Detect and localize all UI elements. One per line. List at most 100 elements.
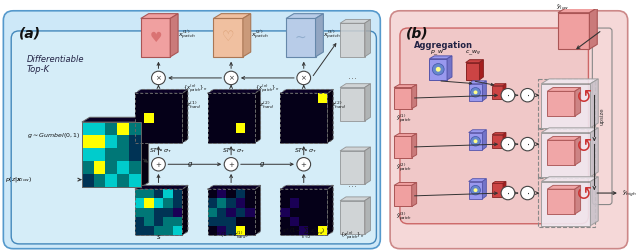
- Circle shape: [470, 136, 481, 146]
- Polygon shape: [82, 122, 141, 187]
- Polygon shape: [227, 208, 236, 217]
- Polygon shape: [163, 113, 173, 123]
- Polygon shape: [290, 226, 299, 235]
- Polygon shape: [154, 133, 163, 143]
- Polygon shape: [207, 93, 255, 143]
- Polygon shape: [468, 81, 486, 84]
- Polygon shape: [243, 14, 251, 57]
- Polygon shape: [213, 18, 243, 57]
- Polygon shape: [129, 174, 141, 187]
- Polygon shape: [318, 133, 327, 143]
- Polygon shape: [82, 135, 93, 148]
- Polygon shape: [394, 136, 412, 158]
- Polygon shape: [245, 226, 255, 235]
- Polygon shape: [492, 181, 506, 183]
- Polygon shape: [207, 89, 260, 93]
- Polygon shape: [290, 123, 299, 133]
- Polygon shape: [207, 189, 217, 198]
- Polygon shape: [245, 217, 255, 226]
- Circle shape: [474, 90, 477, 94]
- Polygon shape: [245, 123, 255, 133]
- Polygon shape: [236, 226, 245, 235]
- Polygon shape: [217, 113, 227, 123]
- Polygon shape: [340, 151, 365, 184]
- Polygon shape: [575, 136, 580, 165]
- Polygon shape: [308, 103, 318, 113]
- Polygon shape: [144, 133, 154, 143]
- Polygon shape: [503, 133, 506, 148]
- Polygon shape: [207, 123, 217, 133]
- Polygon shape: [308, 198, 318, 208]
- Polygon shape: [182, 185, 188, 235]
- Polygon shape: [503, 84, 506, 99]
- Polygon shape: [365, 197, 371, 234]
- Polygon shape: [227, 123, 236, 133]
- Polygon shape: [492, 135, 503, 148]
- Polygon shape: [245, 93, 255, 103]
- Polygon shape: [280, 208, 290, 217]
- Polygon shape: [217, 198, 227, 208]
- Polygon shape: [308, 208, 318, 217]
- Polygon shape: [207, 93, 217, 103]
- Circle shape: [474, 188, 477, 192]
- Polygon shape: [173, 123, 182, 133]
- Polygon shape: [117, 148, 129, 161]
- Polygon shape: [316, 14, 323, 57]
- Polygon shape: [255, 185, 260, 235]
- Polygon shape: [144, 208, 154, 217]
- FancyBboxPatch shape: [400, 28, 588, 224]
- Text: $x^{(3')}_{patch}$: $x^{(3')}_{patch}$: [323, 29, 341, 42]
- Polygon shape: [173, 113, 182, 123]
- Polygon shape: [299, 103, 308, 113]
- Polygon shape: [245, 133, 255, 143]
- Polygon shape: [135, 189, 182, 235]
- Polygon shape: [468, 181, 483, 199]
- Text: $+$: $+$: [228, 160, 235, 169]
- Polygon shape: [163, 103, 173, 113]
- Polygon shape: [466, 60, 483, 62]
- Polygon shape: [280, 103, 290, 113]
- Polygon shape: [394, 85, 417, 87]
- Polygon shape: [547, 185, 580, 189]
- Polygon shape: [207, 217, 217, 226]
- Text: $g \sim Gumbel(0,1)$: $g \sim Gumbel(0,1)$: [27, 131, 81, 140]
- Text: $s*(1-\sum_{k<2}z^{(k)}_{hard})$: $s*(1-\sum_{k<2}z^{(k)}_{hard})$: [282, 225, 325, 241]
- FancyBboxPatch shape: [390, 11, 628, 249]
- Polygon shape: [280, 123, 290, 133]
- Polygon shape: [207, 185, 260, 189]
- Polygon shape: [154, 189, 163, 198]
- Polygon shape: [290, 133, 299, 143]
- Polygon shape: [144, 217, 154, 226]
- Polygon shape: [173, 189, 182, 198]
- Text: $\cdot$: $\cdot$: [506, 90, 510, 100]
- Polygon shape: [117, 122, 129, 135]
- Polygon shape: [308, 93, 318, 103]
- Text: $\hat{y}^{(1)}_{patch}$: $\hat{y}^{(1)}_{patch}$: [396, 112, 412, 125]
- Polygon shape: [117, 174, 129, 187]
- Circle shape: [501, 137, 515, 151]
- Polygon shape: [547, 140, 575, 165]
- Polygon shape: [308, 133, 318, 143]
- Text: $\hat{y}^{(3)}_{patch}$: $\hat{y}^{(3)}_{patch}$: [396, 210, 412, 223]
- Polygon shape: [163, 198, 173, 208]
- Polygon shape: [144, 103, 154, 113]
- Polygon shape: [365, 147, 371, 184]
- Polygon shape: [144, 123, 154, 133]
- Polygon shape: [245, 208, 255, 217]
- Polygon shape: [227, 226, 236, 235]
- Polygon shape: [541, 84, 590, 128]
- Text: Differentiable
Top-K: Differentiable Top-K: [27, 55, 84, 74]
- Polygon shape: [144, 198, 154, 208]
- Polygon shape: [299, 93, 308, 103]
- Polygon shape: [280, 217, 290, 226]
- Polygon shape: [492, 84, 506, 86]
- Polygon shape: [340, 84, 371, 87]
- Polygon shape: [173, 217, 182, 226]
- Polygon shape: [590, 128, 598, 177]
- Polygon shape: [280, 93, 327, 143]
- Polygon shape: [412, 134, 417, 158]
- Text: $\times$: $\times$: [300, 74, 307, 82]
- Text: $p\_w$: $p\_w$: [430, 48, 444, 57]
- Polygon shape: [207, 133, 217, 143]
- Polygon shape: [327, 89, 333, 143]
